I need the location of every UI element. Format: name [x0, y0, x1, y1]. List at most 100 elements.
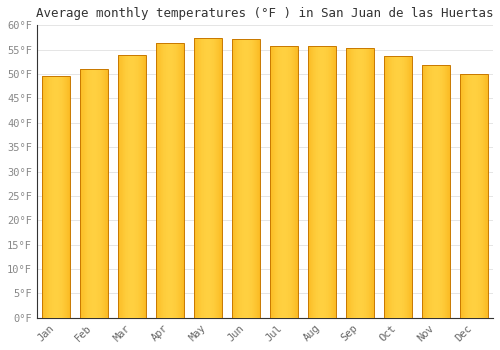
- Bar: [136, 55, 137, 318]
- Bar: [102, 69, 103, 318]
- Bar: [50, 77, 51, 318]
- Bar: [160, 43, 162, 318]
- Bar: [320, 46, 321, 318]
- Bar: [127, 55, 128, 318]
- Bar: [172, 43, 174, 318]
- Bar: [168, 43, 169, 318]
- Bar: [395, 56, 396, 318]
- Bar: [428, 65, 429, 318]
- Bar: [446, 65, 448, 318]
- Bar: [194, 38, 222, 318]
- Bar: [200, 38, 201, 318]
- Bar: [373, 48, 374, 318]
- Bar: [284, 46, 286, 318]
- Bar: [220, 38, 222, 318]
- Bar: [466, 74, 467, 318]
- Bar: [474, 74, 475, 318]
- Bar: [86, 69, 88, 318]
- Bar: [319, 46, 320, 318]
- Bar: [252, 39, 253, 318]
- Bar: [218, 38, 220, 318]
- Bar: [124, 55, 126, 318]
- Bar: [278, 46, 279, 318]
- Bar: [358, 48, 360, 318]
- Bar: [91, 69, 92, 318]
- Bar: [288, 46, 289, 318]
- Bar: [98, 69, 99, 318]
- Bar: [410, 56, 411, 318]
- Bar: [353, 48, 354, 318]
- Bar: [63, 77, 64, 318]
- Bar: [439, 65, 440, 318]
- Bar: [434, 65, 436, 318]
- Bar: [429, 65, 430, 318]
- Bar: [241, 39, 242, 318]
- Bar: [51, 77, 52, 318]
- Bar: [289, 46, 290, 318]
- Bar: [394, 56, 395, 318]
- Bar: [142, 55, 144, 318]
- Bar: [242, 39, 243, 318]
- Bar: [196, 38, 197, 318]
- Bar: [120, 55, 121, 318]
- Bar: [84, 69, 86, 318]
- Title: Average monthly temperatures (°F ) in San Juan de las Huertas: Average monthly temperatures (°F ) in Sa…: [36, 7, 494, 20]
- Bar: [243, 39, 244, 318]
- Bar: [156, 43, 184, 318]
- Bar: [68, 77, 70, 318]
- Bar: [42, 77, 70, 318]
- Bar: [170, 43, 172, 318]
- Bar: [103, 69, 104, 318]
- Bar: [431, 65, 432, 318]
- Bar: [370, 48, 372, 318]
- Bar: [476, 74, 477, 318]
- Bar: [254, 39, 255, 318]
- Bar: [391, 56, 392, 318]
- Bar: [332, 46, 334, 318]
- Bar: [215, 38, 216, 318]
- Bar: [331, 46, 332, 318]
- Bar: [403, 56, 404, 318]
- Bar: [484, 74, 486, 318]
- Bar: [96, 69, 98, 318]
- Bar: [402, 56, 403, 318]
- Bar: [462, 74, 464, 318]
- Bar: [282, 46, 283, 318]
- Bar: [213, 38, 214, 318]
- Bar: [443, 65, 444, 318]
- Bar: [253, 39, 254, 318]
- Bar: [471, 74, 472, 318]
- Bar: [281, 46, 282, 318]
- Bar: [479, 74, 480, 318]
- Bar: [308, 46, 336, 318]
- Bar: [468, 74, 469, 318]
- Bar: [328, 46, 329, 318]
- Bar: [317, 46, 318, 318]
- Bar: [291, 46, 292, 318]
- Bar: [118, 55, 146, 318]
- Bar: [470, 74, 471, 318]
- Bar: [67, 77, 68, 318]
- Bar: [356, 48, 357, 318]
- Bar: [139, 55, 140, 318]
- Bar: [232, 39, 233, 318]
- Bar: [206, 38, 207, 318]
- Bar: [251, 39, 252, 318]
- Bar: [424, 65, 426, 318]
- Bar: [62, 77, 63, 318]
- Bar: [314, 46, 315, 318]
- Bar: [366, 48, 367, 318]
- Bar: [408, 56, 410, 318]
- Bar: [411, 56, 412, 318]
- Bar: [180, 43, 182, 318]
- Bar: [208, 38, 210, 318]
- Bar: [279, 46, 280, 318]
- Bar: [406, 56, 408, 318]
- Bar: [256, 39, 258, 318]
- Bar: [346, 48, 374, 318]
- Bar: [42, 77, 70, 318]
- Bar: [43, 77, 44, 318]
- Bar: [274, 46, 276, 318]
- Bar: [80, 69, 81, 318]
- Bar: [461, 74, 462, 318]
